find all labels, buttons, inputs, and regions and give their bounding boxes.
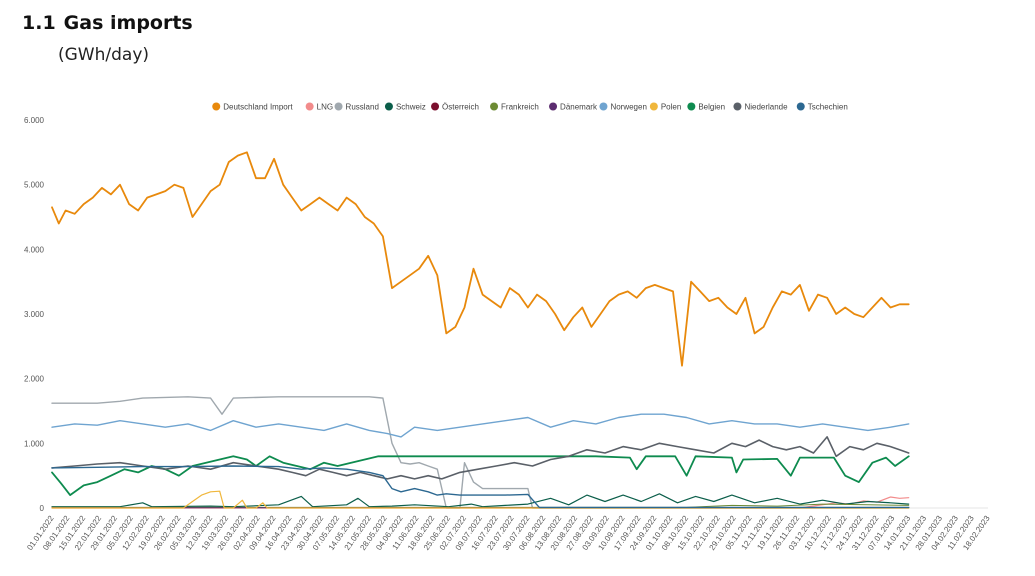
- legend-label: Österreich: [442, 103, 479, 112]
- legend-marker: [334, 102, 343, 111]
- legend-marker: [796, 102, 805, 111]
- legend-label: LNG: [317, 103, 333, 112]
- section-heading: 1.1 Gas imports: [22, 12, 193, 34]
- legend-item-deutschland-import: Deutschland Import: [212, 102, 293, 112]
- legend-label: Deutschland Import: [223, 103, 293, 112]
- y-tick-label: 3.000: [24, 310, 45, 319]
- legend-item-osterreich: Österreich: [431, 102, 479, 112]
- legend: Deutschland Import LNG Russland Schweiz Öste…: [212, 102, 848, 112]
- legend-item-lng: LNG: [305, 102, 333, 112]
- legend-item-belgien: Belgien: [687, 102, 725, 112]
- legend-label: Schweiz: [396, 103, 426, 112]
- series-line-deutschland-import: [51, 151, 910, 367]
- unit-label: (GWh/day): [58, 45, 150, 65]
- y-tick-label: 0: [40, 504, 45, 513]
- y-tick-label: 6.000: [24, 116, 45, 125]
- series-line-belgien: [51, 455, 910, 497]
- series-line-norwegen: [51, 413, 910, 438]
- legend-item-tschechien: Tschechien: [796, 102, 848, 112]
- y-tick-label: 1.000: [24, 439, 45, 448]
- legend-label: Niederlande: [744, 103, 788, 112]
- legend-label: Russland: [346, 103, 379, 112]
- series-line-tschechien: [51, 465, 910, 509]
- legend-item-polen: Polen: [649, 102, 681, 112]
- legend-marker: [490, 102, 499, 111]
- legend-label: Dänemark: [560, 103, 598, 112]
- series-line-polen: [51, 490, 910, 509]
- section-number: 1.1: [22, 12, 56, 34]
- legend-marker: [733, 102, 742, 111]
- legend-marker: [649, 102, 658, 111]
- legend-marker: [305, 102, 314, 111]
- series-lines: [51, 151, 910, 509]
- legend-item-frankreich: Frankreich: [490, 102, 539, 112]
- series-line-schweiz: [51, 493, 910, 508]
- x-axis: 01.01.202208.01.202215.01.202222.01.2022…: [25, 507, 992, 552]
- legend-marker: [431, 102, 440, 111]
- series-line-russland: [51, 396, 910, 509]
- legend-item-schweiz: Schweiz: [384, 102, 426, 112]
- legend-marker: [212, 102, 221, 111]
- legend-item-danemark: Dänemark: [549, 102, 598, 112]
- legend-label: Polen: [661, 103, 681, 112]
- legend-item-russland: Russland: [334, 102, 379, 112]
- legend-marker: [599, 102, 608, 111]
- legend-item-norwegen: Norwegen: [599, 102, 647, 112]
- series-line-niederlande: [51, 436, 910, 480]
- legend-label: Frankreich: [501, 103, 539, 112]
- section-title: Gas imports: [63, 12, 193, 34]
- legend-label: Norwegen: [610, 103, 646, 112]
- y-tick-label: 2.000: [24, 375, 45, 384]
- legend-label: Tschechien: [808, 103, 848, 112]
- legend-marker: [687, 102, 696, 111]
- y-axis: 0 1.000 2.000 3.000 4.000 5.000 6.000: [24, 116, 45, 513]
- legend-marker: [384, 102, 393, 111]
- legend-label: Belgien: [698, 103, 725, 112]
- y-tick-label: 4.000: [24, 245, 45, 254]
- legend-item-niederlande: Niederlande: [733, 102, 788, 112]
- legend-marker: [549, 102, 558, 111]
- y-tick-label: 5.000: [24, 181, 45, 190]
